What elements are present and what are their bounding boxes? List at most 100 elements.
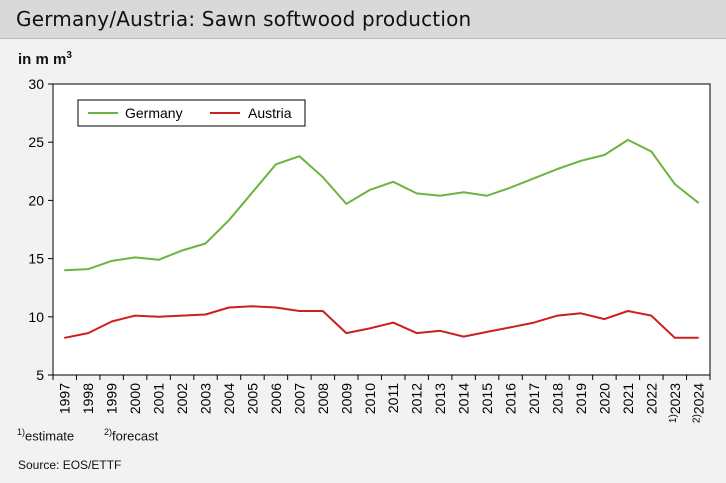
y-axis: 5 10 15 20 25 30: [28, 76, 53, 383]
data-point-austria: [674, 336, 676, 339]
footnote-mark: 2): [104, 427, 113, 437]
legend: Germany Austria: [77, 99, 306, 127]
data-point-germany: [439, 194, 441, 197]
data-point-austria: [134, 314, 136, 317]
x-tick-label: 2003: [198, 383, 214, 414]
x-tick-label: 2011: [385, 383, 401, 413]
data-point-germany: [509, 186, 512, 189]
y-tick-label: 5: [36, 367, 44, 383]
data-point-germany: [228, 219, 230, 221]
y-tick-label: 10: [28, 309, 44, 325]
data-point-austria: [533, 321, 535, 324]
x-tick-label: 2020: [596, 383, 612, 414]
data-point-germany: [674, 183, 676, 185]
data-point-austria: [368, 327, 371, 330]
x-tick-label: 2007: [291, 383, 307, 414]
x-tick-label: 2017: [526, 383, 542, 414]
legend-label-austria: Austria: [248, 105, 292, 121]
x-tick-label: 2013: [432, 383, 448, 414]
x-axis: 1997 1998 1999 2000 2001 2002 2003 2004 2005 2006…: [52, 375, 711, 423]
footnote-estimate: 1)estimate: [17, 427, 74, 443]
data-point-austria: [392, 321, 395, 324]
data-point-austria: [63, 336, 66, 339]
data-point-germany: [533, 177, 535, 180]
data-point-germany: [392, 180, 395, 183]
data-point-austria: [275, 306, 277, 309]
data-point-germany: [486, 194, 488, 197]
y-axis-unit: in m m3: [18, 50, 72, 68]
unit-superscript: 3: [66, 50, 72, 61]
data-point-austria: [87, 332, 89, 334]
x-tick-label: 2010: [362, 383, 378, 414]
data-point-germany: [580, 160, 582, 162]
x-tick-label: 1)2023: [667, 383, 683, 423]
data-point-germany: [415, 192, 418, 195]
data-point-germany: [87, 268, 89, 270]
x-tick-label: 2006: [268, 383, 284, 414]
data-point-austria: [556, 314, 559, 317]
data-point-germany: [603, 154, 606, 156]
x-tick-label: 2004: [221, 383, 237, 414]
data-point-germany: [63, 269, 66, 272]
x-tick-label: 1997: [57, 383, 73, 414]
x-tick-label: 2021: [620, 383, 636, 414]
data-point-germany: [251, 191, 254, 194]
data-point-austria: [110, 320, 113, 323]
data-point-austria: [157, 316, 160, 318]
y-tick-label: 25: [28, 134, 44, 150]
data-point-germany: [298, 155, 301, 157]
data-point-germany: [110, 260, 113, 262]
data-point-germany: [204, 242, 207, 245]
data-point-austria: [251, 305, 254, 308]
x-tick-label: 2019: [573, 383, 589, 414]
data-point-germany: [275, 163, 277, 166]
x-tick-label: 2002: [174, 383, 190, 414]
footnote-text: forecast: [112, 428, 159, 444]
title-bar: Germany/Austria: Sawn softwood productio…: [0, 0, 726, 39]
data-point-austria: [486, 331, 488, 333]
data-point-austria: [298, 310, 301, 312]
data-point-austria: [603, 318, 606, 320]
data-point-germany: [322, 176, 324, 178]
data-point-austria: [627, 310, 629, 312]
data-point-austria: [697, 336, 700, 339]
source-note: Source: EOS/ETTF: [18, 458, 122, 472]
plot-area: [52, 83, 711, 376]
data-point-germany: [134, 256, 136, 259]
data-point-austria: [322, 310, 324, 312]
x-tick-label: 2014: [456, 383, 472, 414]
y-tick-label: 15: [28, 251, 44, 267]
x-tick-label: 2016: [503, 383, 519, 414]
data-point-germany: [697, 201, 700, 204]
x-tick-label: 2001: [151, 383, 167, 414]
series-line-germany: [64, 138, 699, 272]
x-tick-label: 2009: [338, 383, 354, 414]
data-point-austria: [204, 313, 207, 316]
footnote-mark: 1): [17, 427, 26, 437]
data-point-austria: [181, 314, 183, 317]
footnote-text: estimate: [25, 428, 75, 444]
legend-label-germany: Germany: [125, 105, 183, 121]
data-point-germany: [627, 139, 629, 141]
data-point-austria: [509, 326, 512, 329]
x-tick-label: 2015: [479, 383, 495, 414]
x-tick-label: 2012: [409, 383, 425, 414]
data-point-germany: [345, 203, 348, 205]
x-tick-label: 2000: [127, 383, 143, 414]
data-point-austria: [439, 329, 441, 332]
data-point-germany: [368, 189, 371, 191]
x-tick-label: 1999: [104, 383, 120, 414]
chart-title: Germany/Austria: Sawn softwood productio…: [16, 7, 472, 31]
x-tick-label: 2018: [549, 383, 565, 414]
data-point-austria: [345, 332, 348, 334]
x-tick-label: 2)2024: [690, 383, 706, 423]
x-tick-label: 1998: [80, 383, 96, 414]
x-tick-label: 2022: [643, 383, 659, 414]
data-point-austria: [650, 314, 653, 317]
data-point-germany: [650, 150, 653, 153]
data-point-germany: [157, 258, 160, 261]
data-point-germany: [462, 191, 465, 194]
x-tick-label: 2005: [244, 383, 260, 414]
data-point-germany: [556, 168, 559, 170]
